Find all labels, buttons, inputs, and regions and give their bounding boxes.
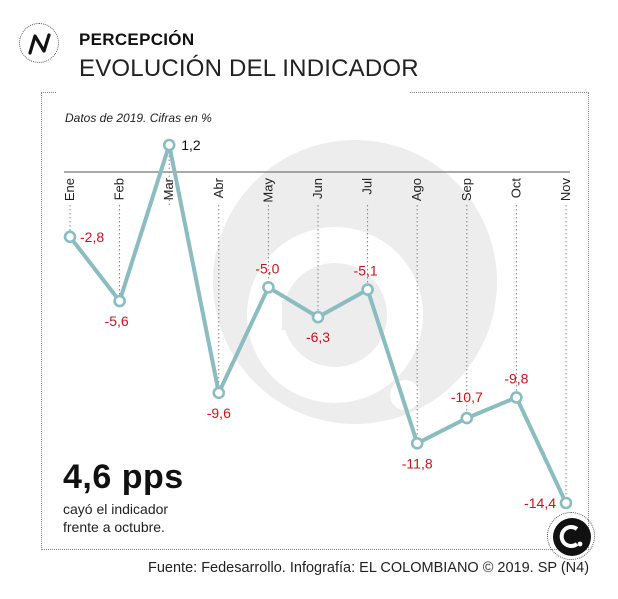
month-gridlines (69, 145, 567, 503)
frame-top-right (410, 92, 589, 93)
publication-logo-icon (19, 23, 59, 63)
chart-frame (41, 92, 589, 550)
data-label: -6,3 (306, 329, 330, 345)
data-point (262, 280, 275, 294)
data-point (559, 496, 573, 510)
data-label: 1,2 (181, 137, 201, 153)
x-tick-label: Oct (508, 178, 523, 199)
x-tick-label: Jul (360, 178, 375, 195)
data-point (212, 386, 226, 400)
data-label: -2,8 (80, 229, 104, 245)
data-point (410, 437, 424, 450)
data-labels: -2,8 -5,6 1,2 -9,6 -5,0 -6,3 -5,1 -11,8 -10,7 -9,… (80, 137, 556, 511)
x-tick-label: Jun (310, 178, 325, 199)
highlight-value: 4,6 pps (63, 458, 184, 496)
data-point (510, 391, 523, 404)
x-tick-label: May (260, 178, 275, 203)
x-tick-label: Mar (161, 177, 176, 200)
month-tick-labels: Ene Feb Mar Abr May Jun Jul Ago Sep Oct Nov (62, 177, 573, 202)
chart-note: Datos de 2019. Cifras en % (65, 111, 212, 125)
frame-top-left (41, 92, 56, 93)
source-credit: Fuente: Fedesarrollo. Infografía: EL COL… (148, 560, 590, 576)
data-point (460, 411, 474, 425)
data-point (162, 138, 176, 152)
page-title: EVOLUCIÓN DEL INDICADOR (79, 55, 419, 82)
el-colombiano-logo-icon (547, 512, 595, 560)
data-point (311, 310, 325, 324)
data-label: -9,6 (207, 405, 231, 421)
x-tick-label: Ene (62, 178, 77, 201)
data-label: -10,7 (451, 389, 483, 405)
section-kicker: PERCEPCIÓN (79, 30, 195, 49)
x-tick-label: Abr (211, 177, 226, 198)
highlight-text-line2: frente a octubre. (63, 519, 165, 535)
data-label: -11,8 (402, 455, 433, 471)
highlight-text-line1: cayó el indicador (63, 501, 169, 517)
x-tick-label: Feb (112, 178, 127, 200)
x-tick-label: Ago (409, 178, 424, 201)
data-point (113, 294, 126, 308)
data-point (361, 283, 374, 296)
data-label: -9,8 (504, 370, 528, 386)
data-markers (63, 138, 573, 510)
data-label: -5,6 (105, 313, 129, 329)
x-tick-label: Nov (558, 178, 573, 202)
data-label: -5,1 (354, 263, 378, 279)
data-label: -5,0 (255, 260, 279, 276)
data-point (63, 230, 77, 244)
data-label: -14,4 (524, 495, 556, 511)
watermark-logo (213, 140, 497, 424)
x-tick-label: Sep (459, 178, 474, 201)
